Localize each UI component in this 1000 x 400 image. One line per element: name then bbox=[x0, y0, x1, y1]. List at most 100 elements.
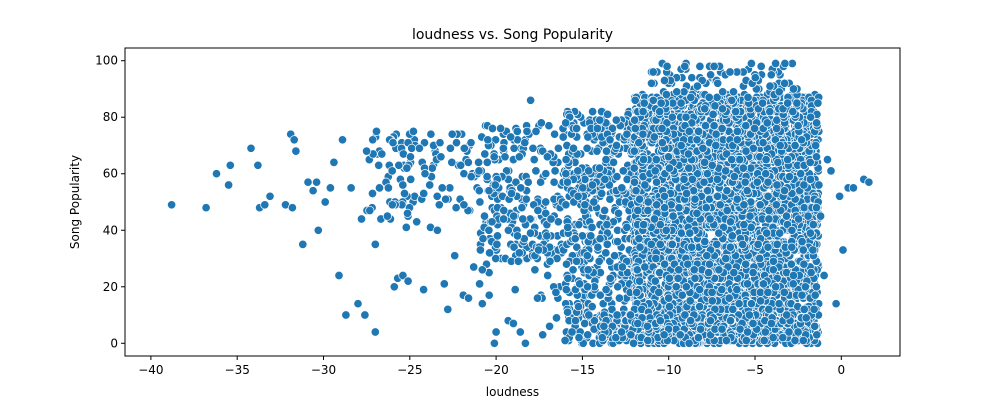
data-point bbox=[601, 146, 612, 156]
data-point bbox=[572, 123, 582, 134]
data-point bbox=[663, 152, 674, 162]
data-point bbox=[738, 163, 748, 173]
data-point bbox=[611, 115, 621, 125]
data-point bbox=[525, 228, 536, 238]
data-point bbox=[700, 121, 711, 131]
data-point bbox=[739, 220, 749, 230]
data-point bbox=[513, 256, 523, 266]
data-point bbox=[630, 115, 640, 125]
data-point bbox=[580, 200, 590, 210]
data-point bbox=[425, 180, 435, 190]
data-point bbox=[629, 177, 640, 187]
data-point bbox=[668, 211, 678, 221]
data-point bbox=[788, 279, 798, 289]
data-point bbox=[656, 98, 666, 108]
data-point bbox=[651, 253, 661, 264]
data-point bbox=[732, 135, 742, 145]
data-point bbox=[601, 248, 611, 258]
data-point bbox=[512, 231, 523, 241]
data-point bbox=[735, 155, 745, 165]
data-point bbox=[595, 115, 605, 125]
data-point bbox=[657, 138, 667, 148]
data-point bbox=[608, 157, 619, 167]
data-point bbox=[780, 58, 790, 69]
data-point bbox=[721, 253, 731, 264]
data-point bbox=[646, 239, 656, 249]
data-point bbox=[496, 123, 506, 134]
data-point bbox=[689, 265, 699, 275]
data-point bbox=[661, 90, 671, 100]
data-point bbox=[721, 166, 731, 176]
data-point bbox=[399, 188, 410, 199]
data-point bbox=[643, 197, 653, 207]
data-point bbox=[638, 107, 648, 117]
data-point bbox=[485, 248, 495, 258]
data-point bbox=[764, 205, 774, 216]
data-point bbox=[388, 138, 398, 148]
data-point bbox=[772, 180, 782, 190]
data-point bbox=[414, 143, 424, 153]
data-point bbox=[768, 256, 778, 266]
data-point bbox=[765, 107, 775, 117]
data-point bbox=[605, 273, 615, 283]
data-point bbox=[650, 276, 660, 286]
data-point bbox=[419, 188, 429, 199]
data-point bbox=[797, 290, 807, 300]
data-point bbox=[593, 242, 603, 252]
data-point bbox=[402, 208, 413, 218]
data-point bbox=[783, 98, 793, 108]
data-point bbox=[542, 152, 552, 162]
data-point bbox=[550, 129, 560, 139]
data-point bbox=[799, 259, 809, 269]
data-point bbox=[632, 287, 642, 297]
data-point bbox=[630, 123, 640, 134]
data-point bbox=[679, 174, 689, 184]
data-point bbox=[704, 268, 714, 278]
data-point bbox=[682, 188, 692, 199]
data-point bbox=[583, 282, 593, 292]
data-point bbox=[702, 251, 712, 261]
data-point bbox=[657, 123, 667, 134]
data-point bbox=[741, 146, 751, 156]
data-point bbox=[727, 231, 737, 241]
data-point bbox=[544, 121, 554, 131]
data-point bbox=[690, 194, 700, 204]
data-point bbox=[587, 222, 597, 232]
data-point bbox=[632, 265, 642, 275]
data-point bbox=[708, 109, 718, 119]
data-point bbox=[649, 214, 660, 224]
data-point bbox=[717, 104, 728, 114]
data-point bbox=[545, 256, 555, 266]
data-point bbox=[484, 186, 494, 196]
data-point bbox=[639, 155, 649, 165]
data-point bbox=[700, 104, 710, 114]
data-point bbox=[779, 287, 789, 297]
data-point bbox=[741, 335, 751, 346]
data-point bbox=[588, 107, 598, 117]
data-point bbox=[732, 126, 742, 136]
data-point bbox=[482, 157, 492, 167]
data-point bbox=[613, 208, 624, 218]
data-point bbox=[600, 174, 610, 184]
data-point bbox=[445, 183, 455, 193]
data-point bbox=[578, 183, 588, 193]
data-point bbox=[774, 87, 784, 97]
data-point bbox=[685, 296, 695, 306]
data-point bbox=[756, 61, 766, 71]
data-point bbox=[725, 217, 736, 227]
data-point bbox=[704, 259, 715, 269]
data-point bbox=[808, 220, 818, 230]
data-point bbox=[594, 163, 605, 173]
data-point bbox=[394, 160, 404, 170]
data-point bbox=[763, 191, 773, 201]
data-point bbox=[681, 282, 691, 292]
data-point bbox=[365, 205, 375, 216]
data-point bbox=[746, 299, 757, 309]
data-point bbox=[698, 143, 708, 153]
data-point bbox=[582, 251, 592, 261]
data-point bbox=[687, 174, 697, 184]
data-point bbox=[589, 197, 599, 207]
data-point bbox=[562, 177, 573, 187]
data-point bbox=[605, 194, 615, 204]
data-point bbox=[692, 81, 702, 91]
